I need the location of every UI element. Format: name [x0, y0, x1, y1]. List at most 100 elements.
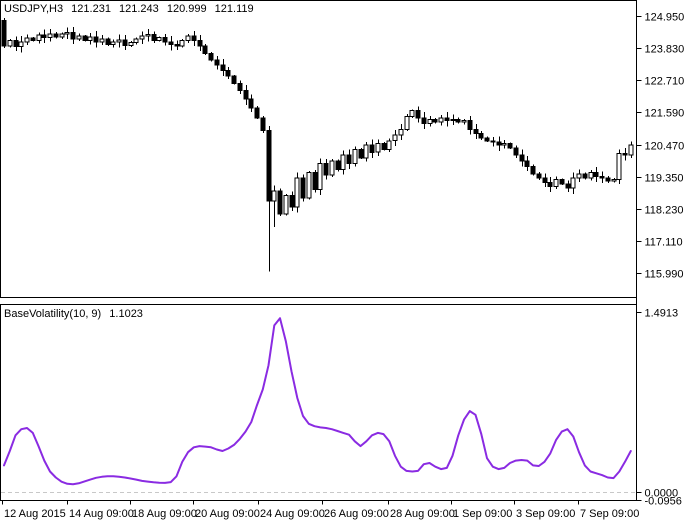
candle-body — [47, 33, 53, 38]
price-axis-label: 123.830 — [645, 44, 685, 56]
candle-body — [168, 41, 174, 46]
indicator-axis-label: 1.4913 — [645, 308, 679, 320]
candlestick — [225, 67, 231, 80]
candle-body — [93, 36, 99, 43]
candle-body — [122, 39, 128, 46]
candle-body — [524, 160, 530, 168]
candle-body — [30, 37, 36, 41]
candlestick — [266, 125, 272, 272]
candlestick — [599, 171, 605, 183]
candlestick — [7, 39, 13, 48]
candle-body — [409, 110, 415, 117]
candlestick — [185, 33, 191, 43]
candle-body — [559, 179, 565, 185]
candle-body — [519, 154, 525, 162]
candle-body — [76, 35, 82, 40]
candle-body — [611, 179, 617, 182]
candlestick — [306, 171, 312, 200]
candlestick — [116, 34, 122, 48]
candle-body — [214, 59, 220, 66]
candlestick — [128, 40, 134, 48]
candle-body — [7, 39, 13, 47]
candlestick — [277, 188, 283, 217]
candle-body — [13, 39, 19, 48]
candlestick — [616, 149, 622, 184]
indicator-value-label: 1.1023 — [109, 308, 143, 320]
candlestick — [271, 185, 277, 227]
candle-body — [363, 144, 369, 159]
candle-body — [547, 181, 553, 188]
candlestick — [519, 149, 525, 167]
main-chart-area[interactable] — [0, 0, 637, 298]
candlestick — [70, 26, 76, 45]
candle-body — [553, 179, 559, 188]
candlestick — [467, 115, 473, 135]
candle-body — [1, 19, 7, 47]
ohlc-low: 120.999 — [166, 3, 207, 15]
candle-body — [110, 41, 116, 46]
candle-body — [306, 171, 312, 199]
candle-body — [386, 140, 392, 150]
candle-body — [346, 154, 352, 165]
candle-body — [593, 171, 599, 178]
candlestick — [260, 116, 266, 133]
candle-body — [53, 33, 59, 38]
candlestick — [162, 34, 168, 46]
candle-body — [283, 194, 289, 215]
candlestick — [335, 159, 341, 172]
candlestick — [317, 158, 323, 196]
candle-body — [64, 31, 70, 35]
indicator-chart-area[interactable] — [0, 304, 637, 501]
candlestick — [145, 29, 151, 42]
candle-body — [300, 177, 306, 199]
price-axis-label: 124.950 — [645, 12, 685, 24]
price-axis-label: 119.350 — [645, 173, 684, 185]
candle-body — [317, 163, 323, 190]
candle-body — [151, 34, 157, 41]
time-axis-label: 26 Aug 09:00 — [324, 508, 389, 520]
indicator-header: BaseVolatility(10, 9) 1.1023 — [4, 308, 148, 320]
candlestick — [231, 75, 237, 85]
candlestick — [576, 169, 582, 182]
candlestick — [478, 131, 484, 141]
candlestick — [490, 137, 496, 147]
candlestick — [13, 36, 19, 52]
candlestick — [375, 139, 381, 156]
candle-body — [105, 38, 111, 46]
candlestick — [628, 141, 634, 158]
candle-body — [179, 39, 185, 47]
candle-body — [507, 143, 513, 149]
candlestick — [24, 34, 30, 45]
candle-body — [484, 137, 490, 142]
candlestick — [312, 169, 318, 193]
candle-body — [133, 38, 139, 44]
candlestick — [501, 139, 507, 149]
candle-body — [260, 117, 266, 132]
candle-body — [82, 35, 88, 41]
candlestick — [582, 172, 588, 180]
candlestick — [168, 36, 174, 51]
candle-body — [461, 120, 467, 123]
candle-body — [243, 90, 249, 100]
candle-body — [277, 190, 283, 215]
candlestick — [174, 40, 180, 50]
candlestick — [300, 174, 306, 202]
candle-body — [145, 34, 151, 37]
candle-body — [622, 153, 628, 156]
candlestick — [53, 32, 59, 39]
candlestick — [542, 173, 548, 188]
candlestick — [536, 172, 542, 180]
candlestick — [202, 43, 208, 56]
candle-body — [536, 173, 542, 179]
candle-body — [369, 144, 375, 153]
candlestick — [105, 37, 111, 46]
candlestick — [409, 109, 415, 118]
candle-body — [404, 115, 410, 130]
price-axis-label: 120.470 — [645, 141, 685, 153]
candle-body — [18, 41, 24, 48]
candlestick — [622, 148, 628, 161]
candlestick — [179, 39, 185, 48]
candle-body — [231, 75, 237, 84]
candlestick — [421, 112, 427, 130]
